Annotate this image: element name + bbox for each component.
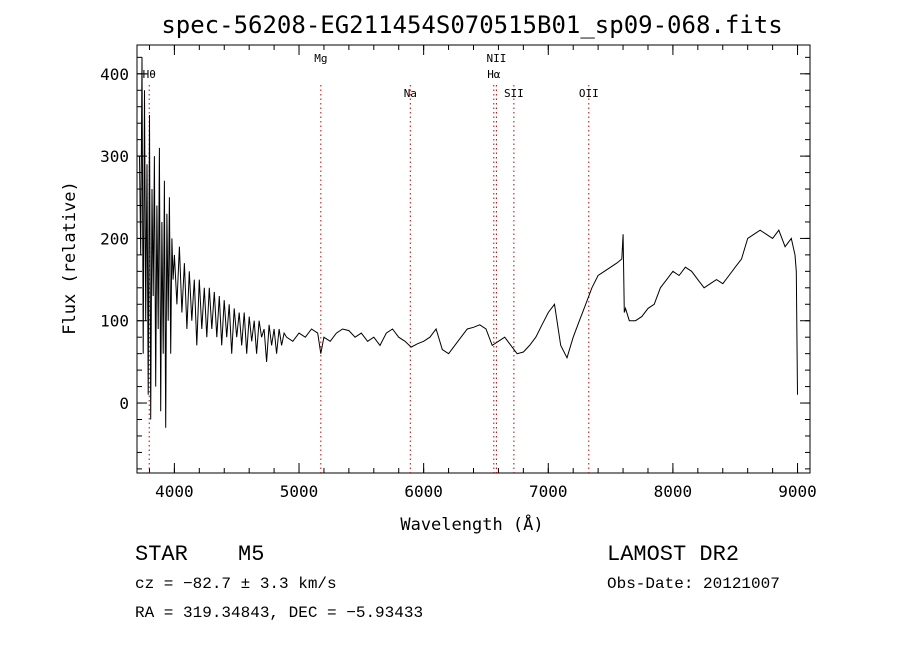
x-tick-label: 6000 (404, 482, 443, 501)
y-axis-label: Flux (relative) (60, 181, 80, 335)
line-marker-label: OII (579, 87, 599, 100)
x-tick-label: 4000 (155, 482, 194, 501)
line-marker-label: Na (404, 87, 417, 100)
line-marker-label: NII (486, 52, 506, 65)
line-marker-label: Hα (487, 68, 501, 81)
y-tick-label: 400 (100, 65, 129, 84)
object-class: STAR (135, 542, 188, 567)
line-marker-label: Mg (314, 52, 327, 65)
line-marker-label: Hθ (143, 68, 156, 81)
x-axis: 4000 5000 6000 7000 8000 9000 (155, 45, 817, 501)
redshift-text: cz = −82.7 ± 3.3 km/s (135, 575, 337, 593)
y-tick-label: 300 (100, 147, 129, 166)
y-tick-label: 100 (100, 312, 129, 331)
survey-name: LAMOST DR2 (607, 542, 740, 567)
x-tick-label: 8000 (654, 482, 693, 501)
chart-title: spec-56208-EG211454S070515B01_sp09-068.f… (161, 11, 782, 39)
plot-frame (136, 44, 811, 474)
line-marker-label: SII (504, 87, 524, 100)
plot-border (136, 44, 811, 474)
obs-date: Obs-Date: 20121007 (607, 575, 780, 593)
spectrum-line (139, 57, 798, 428)
coordinates-text: RA = 319.34843, DEC = −5.93433 (135, 604, 424, 622)
x-tick-label: 9000 (778, 482, 817, 501)
x-tick-label: 5000 (280, 482, 319, 501)
y-tick-label: 0 (119, 394, 129, 413)
y-tick-label: 200 (100, 229, 129, 248)
x-tick-label: 7000 (529, 482, 568, 501)
object-subclass: M5 (238, 542, 265, 567)
x-axis-label: Wavelength (Å) (400, 513, 543, 535)
y-axis: 0 100 200 300 400 (100, 65, 810, 413)
